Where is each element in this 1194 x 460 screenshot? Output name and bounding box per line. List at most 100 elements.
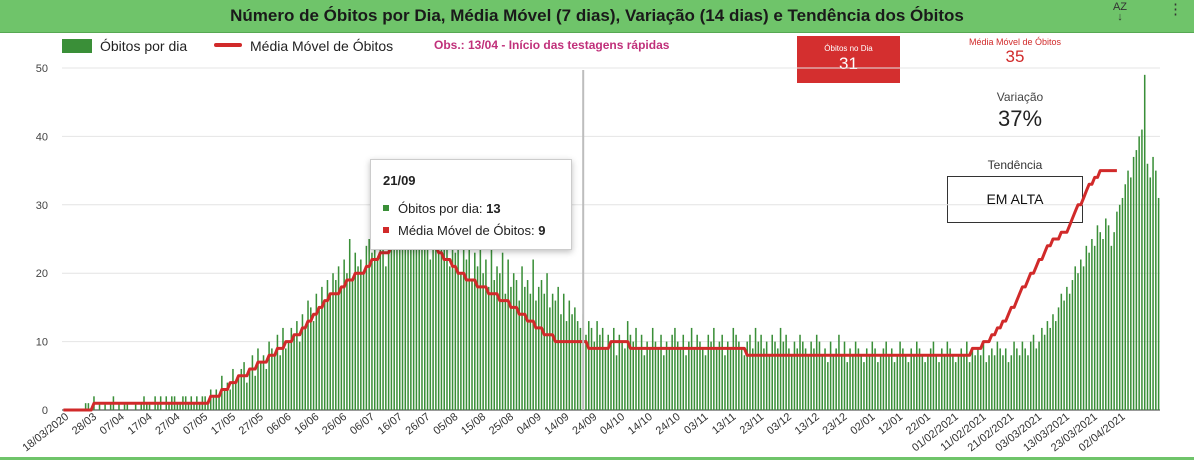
bar bbox=[726, 341, 729, 410]
bar bbox=[896, 355, 899, 410]
moving-average-line bbox=[63, 169, 1117, 412]
bar bbox=[1124, 184, 1127, 410]
bar bbox=[829, 341, 832, 410]
bar bbox=[460, 273, 462, 410]
x-tick-label: 17/04 bbox=[126, 411, 155, 437]
bar bbox=[832, 355, 835, 410]
bar bbox=[432, 225, 434, 410]
x-tick-label: 17/05 bbox=[209, 411, 238, 437]
bar bbox=[240, 368, 243, 410]
bar bbox=[1102, 239, 1104, 410]
bar bbox=[557, 286, 559, 410]
trend-value-box: EM ALTA bbox=[947, 176, 1083, 223]
bar bbox=[1116, 211, 1118, 410]
bar bbox=[646, 341, 648, 410]
bar bbox=[301, 314, 304, 410]
bar bbox=[879, 355, 882, 410]
bar bbox=[134, 403, 137, 410]
bar bbox=[601, 327, 604, 410]
bar bbox=[840, 355, 843, 410]
bar bbox=[232, 368, 234, 410]
bar bbox=[312, 321, 315, 410]
bar bbox=[676, 341, 679, 410]
moving-average-value: 35 bbox=[1005, 47, 1025, 66]
bar bbox=[193, 403, 195, 410]
az-sort-icon[interactable]: AZ ↓ bbox=[1112, 1, 1128, 23]
bar bbox=[109, 403, 112, 410]
bar bbox=[446, 218, 448, 410]
bar bbox=[590, 327, 593, 410]
tooltip-bars-label: Óbitos por dia: bbox=[398, 201, 483, 216]
tooltip-date: 21/09 bbox=[383, 173, 416, 188]
bar bbox=[807, 355, 810, 410]
bar bbox=[485, 259, 487, 410]
bar bbox=[218, 396, 220, 410]
bar bbox=[802, 341, 804, 410]
x-tick-label: 23/12 bbox=[820, 411, 849, 437]
bar bbox=[268, 341, 270, 410]
x-tick-label: 27/05 bbox=[237, 411, 266, 437]
bar bbox=[949, 348, 951, 410]
bar bbox=[843, 341, 846, 410]
bar bbox=[982, 341, 985, 410]
bar bbox=[496, 266, 498, 410]
bar bbox=[665, 341, 668, 410]
sort-icon-label: AZ bbox=[1112, 1, 1128, 13]
more-vert-icon[interactable]: ⋮ bbox=[1168, 1, 1183, 18]
x-tick-label: 06/06 bbox=[265, 411, 294, 437]
bar bbox=[1043, 334, 1046, 410]
bar bbox=[846, 362, 849, 410]
legend-swatch-bars bbox=[62, 39, 92, 53]
bar bbox=[243, 362, 245, 410]
bar bbox=[471, 280, 473, 410]
x-tick-label: 26/06 bbox=[320, 411, 349, 437]
bar bbox=[966, 341, 968, 410]
bar bbox=[1077, 273, 1079, 410]
bar bbox=[1138, 136, 1140, 410]
bar bbox=[985, 362, 988, 410]
tooltip-dot-bars bbox=[383, 205, 389, 211]
bar bbox=[104, 403, 106, 410]
bar bbox=[404, 239, 407, 410]
x-tick-label: 03/11 bbox=[682, 411, 710, 437]
bar bbox=[1071, 280, 1074, 410]
bar bbox=[371, 252, 373, 410]
legend-item-bars[interactable]: Óbitos por dia bbox=[62, 38, 187, 54]
bar bbox=[974, 355, 976, 410]
bar bbox=[418, 218, 420, 410]
bar bbox=[1049, 327, 1051, 410]
bar bbox=[885, 341, 887, 410]
bar bbox=[1027, 355, 1029, 410]
legend-label-line: Média Móvel de Óbitos bbox=[250, 38, 394, 54]
bar bbox=[118, 403, 120, 410]
bar bbox=[332, 273, 334, 410]
bar bbox=[1068, 293, 1071, 410]
bar bbox=[935, 355, 937, 410]
bar bbox=[585, 334, 587, 410]
bar bbox=[907, 362, 910, 410]
bar bbox=[824, 348, 826, 410]
bar bbox=[410, 225, 412, 410]
bar bbox=[902, 348, 904, 410]
y-tick-label: 20 bbox=[36, 268, 48, 280]
tooltip-row-bars: Óbitos por dia: 13 bbox=[383, 201, 501, 216]
bar bbox=[952, 355, 954, 410]
y-tick-label: 30 bbox=[36, 200, 48, 212]
bar bbox=[1052, 314, 1054, 410]
bar bbox=[1113, 232, 1115, 410]
bar bbox=[474, 252, 476, 410]
legend-item-line[interactable]: Média Móvel de Óbitos bbox=[214, 38, 393, 54]
bar bbox=[532, 259, 534, 410]
bar bbox=[246, 382, 248, 410]
bar bbox=[426, 211, 429, 410]
bar bbox=[988, 355, 990, 410]
bar bbox=[571, 314, 573, 410]
bar bbox=[760, 334, 762, 410]
bar bbox=[382, 218, 384, 410]
bar bbox=[954, 362, 957, 410]
bar bbox=[510, 286, 512, 410]
tooltip-bars-value: 13 bbox=[486, 201, 501, 216]
bar bbox=[98, 403, 101, 410]
bar bbox=[223, 389, 226, 410]
